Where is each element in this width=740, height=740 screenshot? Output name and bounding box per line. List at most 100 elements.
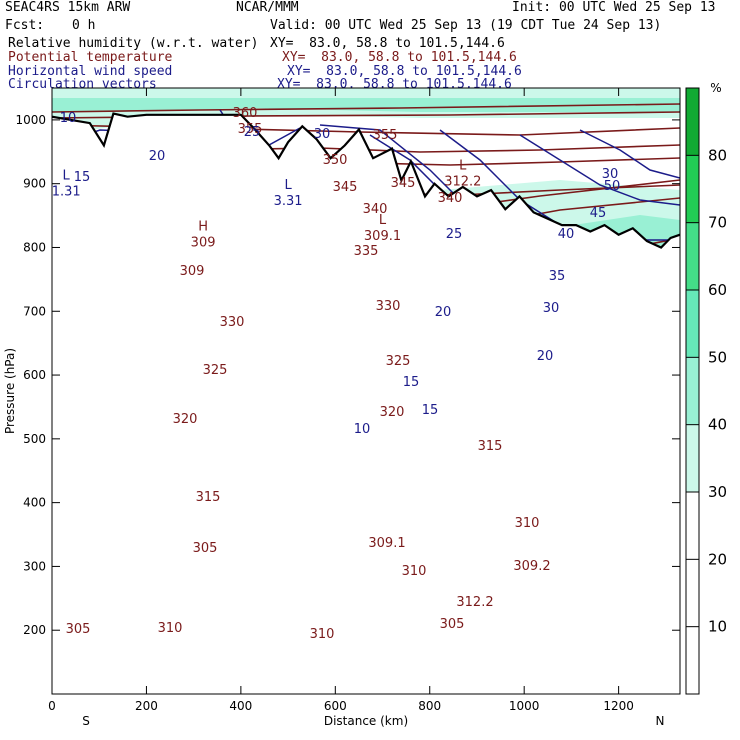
wind-label-6: 40 — [558, 227, 575, 242]
wind-label-3: 15 — [74, 170, 91, 185]
theta-label-19: 310 — [158, 621, 183, 636]
theta-label-27: 309 — [180, 264, 205, 279]
wind-label-2: 20 — [149, 149, 166, 164]
wind-label-14: 15 — [403, 375, 420, 390]
y-tick-label: 400 — [23, 496, 46, 510]
theta-label-6: 340 — [363, 202, 388, 217]
x-tick-label: 200 — [135, 699, 158, 713]
colorbar-band-0 — [686, 424, 699, 492]
x-tick-label: 0 — [48, 699, 56, 713]
axes: 0 200 400 600 800 1000 1200 200 300 400 500 600 700 8… — [15, 88, 680, 713]
extremum-l-2: L3.31 — [274, 178, 303, 209]
colorbar-band-3 — [686, 222, 699, 290]
terrain-fill — [52, 113, 680, 694]
theta-label-3: 350 — [323, 153, 348, 168]
theta-label-24: 309.1 — [368, 536, 405, 551]
extremum-symbol: L — [63, 168, 71, 183]
extremum-symbol: L — [459, 159, 467, 174]
field-xy-wind: XY= 83.0, 58.8 to 101.5,144.6 — [287, 64, 522, 79]
extremum-l-1: L1.31 — [52, 168, 81, 199]
wind-label-0: 10 — [60, 111, 77, 126]
theta-label-14: 320 — [173, 412, 198, 427]
extremum-value: 309.1 — [364, 229, 401, 244]
terrain — [52, 112, 680, 694]
left-end-label: S — [82, 714, 90, 728]
terrain-line — [52, 112, 680, 249]
y-tick-label: 300 — [23, 559, 46, 573]
theta-label-9: 330 — [376, 299, 401, 314]
wind-label-9: 25 — [446, 227, 463, 242]
extremum-symbol: L — [379, 213, 387, 228]
theta-label-11: 325 — [386, 354, 411, 369]
theta-line-0 — [52, 103, 680, 113]
x-tick-label: 600 — [324, 699, 347, 713]
theta-label-5: 345 — [391, 176, 416, 191]
wind-label-12: 20 — [435, 305, 452, 320]
theta-label-4: 345 — [333, 180, 358, 195]
colorbar-tick-label: 30 — [708, 483, 727, 501]
colorbar-tick-label: 50 — [708, 348, 727, 366]
field-xy-rh: XY= 83.0, 58.8 to 101.5,144.6 — [270, 36, 505, 51]
theta-label-7: 340 — [438, 191, 463, 206]
field-name-wind: Horizontal wind speed — [8, 64, 173, 79]
colorbar-tick-label: 10 — [708, 618, 727, 636]
extremum-value: 312.2 — [444, 175, 481, 190]
theta-label-18: 310 — [402, 564, 427, 579]
x-tick-label: 400 — [229, 699, 252, 713]
theta-label-21: 305 — [66, 622, 91, 637]
y-tick-label: 600 — [23, 368, 46, 382]
theta-label-22: 310 — [310, 627, 335, 642]
extremum-symbol: L — [284, 178, 292, 193]
theta-label-25: 309.2 — [513, 559, 550, 574]
colorbar-band-2 — [686, 290, 699, 358]
valid-time: Valid: 00 UTC Wed 25 Sep 13 (19 CDT Tue … — [270, 18, 662, 33]
theta-label-1: 355 — [238, 122, 263, 137]
y-axis-title: Pressure (hPa) — [3, 348, 17, 434]
colorbar-tick-label: 70 — [708, 214, 727, 232]
y-tick-label: 900 — [23, 177, 46, 191]
fcst-value: 0 h — [72, 18, 96, 33]
wind-label-13: 20 — [537, 349, 554, 364]
colorbar-band-1 — [686, 357, 699, 425]
y-tick-label: 700 — [23, 304, 46, 318]
colorbar-unit: % — [710, 81, 721, 95]
wind-label-11: 30 — [543, 301, 560, 316]
extremum-value: 1.31 — [52, 184, 81, 199]
y-tick-label: 200 — [23, 623, 46, 637]
center-label: NCAR/MMM — [236, 0, 299, 15]
wind-label-5: 30 — [602, 167, 619, 182]
wind-label-1: 25 — [244, 125, 261, 140]
theta-label-26: 312.2 — [456, 595, 493, 610]
colorbar: 10 20 30 40 50 60 70 80 — [685, 87, 727, 695]
x-tick-label: 1000 — [509, 699, 540, 713]
theta-label-15: 315 — [478, 439, 503, 454]
wind-line-8 — [579, 129, 680, 179]
colorbar-frame — [685, 87, 700, 695]
wind-label-16: 10 — [354, 422, 371, 437]
wind-label-15: 15 — [422, 403, 439, 418]
colorbar-band-4 — [686, 155, 699, 223]
colorbar-band-5 — [686, 88, 699, 156]
theta-label-16: 315 — [196, 490, 221, 505]
x-tick-label: 1200 — [603, 699, 634, 713]
wind-label-10: 35 — [549, 269, 566, 284]
rh-region-1 — [52, 98, 680, 112]
field-name-theta: Potential temperature — [8, 50, 173, 65]
wind-label-8: 50 — [604, 179, 621, 194]
field-xy-theta: XY= 83.0, 58.8 to 101.5,144.6 — [282, 50, 517, 65]
init-time: Init: 00 UTC Wed 25 Sep 13 — [512, 0, 716, 15]
theta-label-17: 310 — [515, 516, 540, 531]
plot-frame — [51, 87, 681, 695]
right-end-label: N — [656, 714, 665, 728]
theta-label-2: 355 — [373, 128, 398, 143]
theta-label-0: 360 — [233, 106, 258, 121]
colorbar-tick-label: 80 — [708, 146, 727, 164]
field-name-rh: Relative humidity (w.r.t. water) — [8, 36, 259, 51]
theta-label-10: 330 — [220, 315, 245, 330]
extremum-value: 3.31 — [274, 194, 303, 209]
colorbar-tick-label: 20 — [708, 550, 727, 568]
